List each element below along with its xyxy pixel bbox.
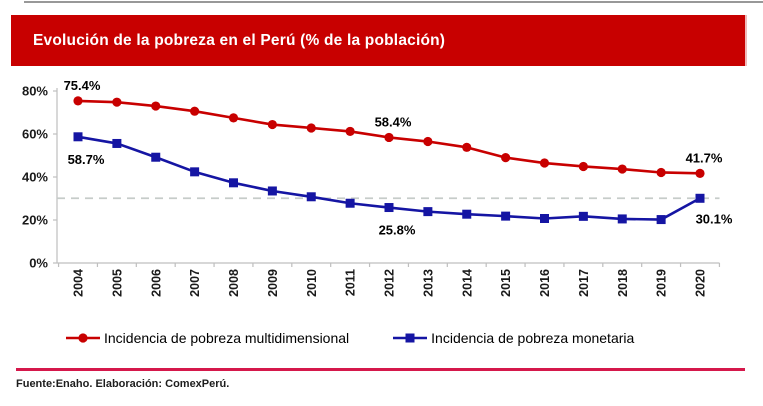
line-chart: 0%20%40%60%80%2004 2005 2006 2007 2008 2009 20… <box>22 78 733 297</box>
svg-text:30.1%: 30.1% <box>696 211 733 226</box>
source-note: Fuente:Enaho. Elaboración: ComexPerú. <box>16 378 230 390</box>
legend-label-monetaria: Incidencia de pobreza monetaria <box>431 330 635 346</box>
svg-text:2020: 2020 <box>694 269 708 297</box>
svg-text:2017: 2017 <box>577 269 591 297</box>
svg-text:2009: 2009 <box>266 269 280 297</box>
y-axis-labels: 0% 20% 40% 60% 80% <box>22 84 48 271</box>
svg-text:41.7%: 41.7% <box>686 150 723 165</box>
series-monetaria <box>73 132 705 225</box>
axes <box>53 88 721 267</box>
svg-text:2011: 2011 <box>344 269 358 296</box>
svg-text:2006: 2006 <box>149 269 163 297</box>
svg-text:58.4%: 58.4% <box>375 114 412 129</box>
svg-text:2019: 2019 <box>655 269 669 297</box>
legend-item-multidimensional: Incidencia de pobreza multidimensional <box>66 330 349 346</box>
series-multidimensional <box>73 96 705 178</box>
footer-divider <box>16 368 745 371</box>
svg-text:80%: 80% <box>22 84 48 99</box>
svg-text:2007: 2007 <box>188 269 202 297</box>
svg-text:0%: 0% <box>29 256 48 271</box>
svg-text:2004: 2004 <box>72 269 86 297</box>
svg-text:2005: 2005 <box>110 269 124 297</box>
svg-text:2014: 2014 <box>460 269 474 297</box>
svg-text:75.4%: 75.4% <box>64 78 101 93</box>
point-labels: 75.4% 58.7% 58.4% 25.8% 41.7% 30.1% <box>64 78 733 238</box>
svg-text:2012: 2012 <box>383 269 397 297</box>
svg-text:58.7%: 58.7% <box>68 152 105 167</box>
svg-text:2008: 2008 <box>227 269 241 297</box>
blue-line-square-marker-icon <box>393 333 428 343</box>
legend-label-multidimensional: Incidencia de pobreza multidimensional <box>104 330 350 346</box>
chart-title-banner: Evolución de la pobreza en el Perú (% de… <box>11 15 747 66</box>
red-line-circle-marker-icon <box>66 333 100 343</box>
chart-title: Evolución de la pobreza en el Perú (% de… <box>33 31 446 49</box>
svg-text:2013: 2013 <box>421 269 435 297</box>
svg-text:25.8%: 25.8% <box>379 223 416 238</box>
svg-text:2018: 2018 <box>616 269 630 297</box>
svg-text:40%: 40% <box>22 170 48 185</box>
svg-text:2015: 2015 <box>499 269 513 297</box>
svg-text:60%: 60% <box>22 127 48 142</box>
legend-item-monetaria: Incidencia de pobreza monetaria <box>393 330 634 346</box>
svg-text:2010: 2010 <box>305 269 319 297</box>
svg-text:20%: 20% <box>22 213 48 228</box>
chart-legend: Incidencia de pobreza multidimensional I… <box>66 328 634 348</box>
x-axis-labels: 2004 2005 2006 2007 2008 2009 2010 2011 2012 2013… <box>72 269 708 297</box>
window-top-edge <box>24 1 763 3</box>
svg-text:2016: 2016 <box>538 269 552 297</box>
